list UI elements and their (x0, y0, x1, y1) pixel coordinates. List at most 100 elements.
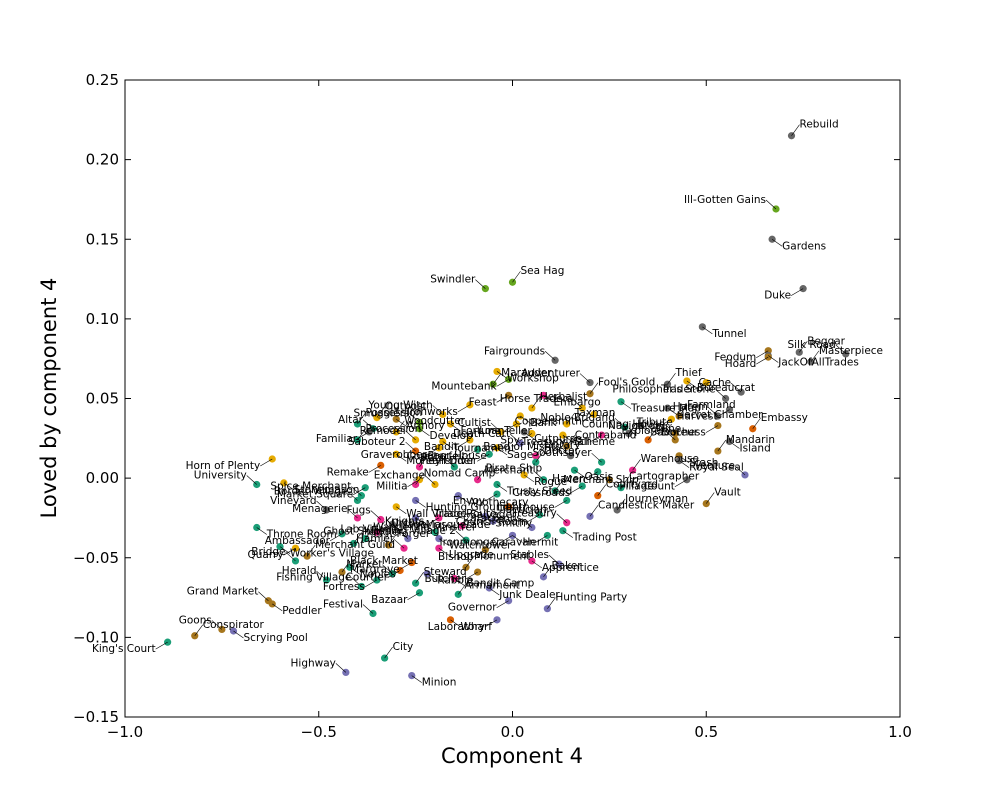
point-label: Mine (656, 423, 681, 435)
point-label: Horn of Plenty (186, 460, 261, 472)
point-label: Thief (675, 367, 702, 379)
data-point (454, 590, 462, 598)
label-leader (399, 562, 412, 570)
label-leader (543, 565, 552, 578)
point-label: Band of Misfits (483, 441, 560, 453)
label-leader (512, 535, 523, 543)
point-label: Graverobber (361, 449, 428, 461)
point-label: Feodum (714, 352, 756, 364)
label-leader (523, 474, 535, 483)
label-leader (485, 516, 496, 524)
label-leader (347, 508, 358, 519)
y-axis-title: Loved by component 4 (37, 278, 61, 519)
label-leader (771, 239, 783, 247)
point-label: Develop (430, 430, 474, 442)
point-label: Stonemason (294, 484, 360, 496)
label-leader (246, 475, 257, 485)
label-leader (457, 439, 471, 448)
label-leader (574, 469, 585, 478)
point-label: Cartographer (629, 471, 700, 483)
point-label: Lighthouse (497, 501, 555, 513)
label-leader (454, 578, 465, 586)
point-label: Herbalist (540, 391, 587, 403)
point-label: Monument (474, 550, 530, 562)
label-leader (426, 447, 440, 456)
point-label: Hunting Party (555, 592, 627, 604)
label-leader (458, 495, 469, 503)
point-label: Village (392, 519, 427, 531)
label-leader (465, 556, 475, 568)
point-label: Trade Route (433, 508, 497, 520)
label-leader (351, 577, 362, 587)
point-label: Familiar (316, 433, 358, 445)
point-label: Salvager (470, 509, 517, 521)
label-leader (365, 527, 374, 539)
label-leader (756, 350, 769, 358)
point-label: Trader (660, 384, 695, 396)
label-leader (362, 604, 374, 614)
label-leader (632, 458, 641, 471)
point-label: Remake (327, 466, 369, 478)
label-leader (409, 413, 420, 423)
y-tick-label: 0.25 (86, 71, 119, 89)
point-label: Duchess (661, 427, 706, 439)
label-leader (768, 355, 779, 363)
point-label: Oasis (585, 471, 614, 483)
label-leader (678, 404, 688, 417)
point-label: Vault (714, 487, 741, 499)
label-leader (407, 592, 420, 601)
label-leader (353, 532, 362, 544)
label-leader (628, 422, 637, 434)
label-leader (496, 395, 509, 403)
label-leader (405, 430, 416, 441)
label-leader (405, 441, 416, 452)
label-leader (589, 505, 599, 517)
point-label: Stash (689, 457, 718, 469)
label-leader (455, 531, 467, 541)
point-label: Baker (552, 560, 583, 572)
label-leader (790, 288, 804, 296)
label-leader (260, 458, 273, 467)
label-leader (396, 418, 407, 427)
label-leader (335, 663, 347, 673)
label-leader (396, 453, 407, 462)
label-leader (752, 417, 761, 429)
point-label: Nobles (360, 568, 396, 580)
label-leader (341, 560, 351, 573)
label-leader (353, 487, 366, 495)
label-leader (376, 521, 386, 533)
label-leader (566, 412, 575, 425)
label-leader (533, 470, 544, 480)
point-label: Bank (530, 417, 557, 429)
label-leader (547, 597, 556, 609)
label-leader (531, 396, 541, 409)
point-label: Possession (366, 407, 423, 419)
point-label: Apprentice (542, 562, 599, 574)
label-leader (475, 279, 486, 289)
point-label: Festival (323, 598, 363, 610)
point-label: Junk Dealer (498, 589, 560, 601)
label-leader (572, 398, 583, 409)
point-label: Border Village (274, 485, 348, 497)
point-label: Grand Market (187, 586, 259, 598)
label-leader (589, 382, 599, 394)
point-label: Envoy (453, 495, 485, 507)
label-leader (316, 500, 327, 511)
point-label: Treasury Hall (521, 436, 590, 448)
label-leader (461, 514, 471, 527)
label-leader (458, 583, 467, 595)
point-label: Merchant (484, 465, 533, 477)
label-leader (407, 479, 420, 487)
label-leader (382, 564, 393, 574)
label-leader (415, 473, 424, 485)
label-leader (810, 350, 820, 363)
label-leader (484, 619, 498, 628)
point-label: Merchant Guild (315, 539, 395, 551)
label-leader (442, 441, 453, 449)
point-label: Exchange (374, 469, 425, 481)
point-label: Pillage (619, 481, 653, 493)
label-leader (756, 356, 769, 365)
label-leader (496, 484, 508, 492)
label-leader (492, 372, 502, 385)
point-label: Harvest (677, 411, 718, 423)
